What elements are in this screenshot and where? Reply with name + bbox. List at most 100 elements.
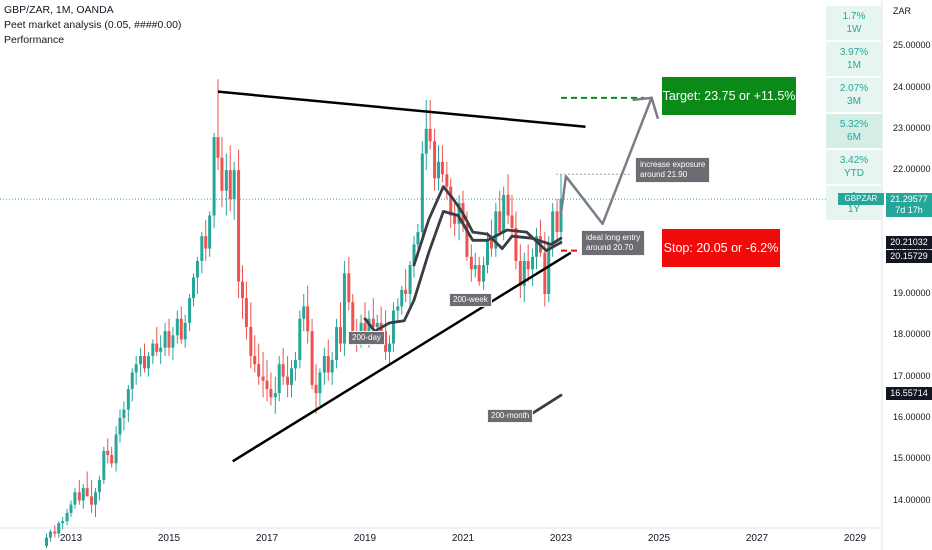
- performance-cell[interactable]: 3.97% 1M: [826, 42, 882, 76]
- long-entry-note[interactable]: ideal long entry around 20.70: [581, 230, 646, 256]
- candle-body: [163, 331, 167, 348]
- candle-body: [155, 343, 159, 352]
- price-tag: 20.15729: [886, 250, 932, 263]
- candle-body: [224, 170, 228, 191]
- time-tick-label: 2027: [745, 533, 769, 544]
- candle-body: [81, 488, 85, 501]
- candle-body: [363, 322, 367, 336]
- candle-body: [69, 504, 73, 513]
- candle-body: [440, 161, 444, 175]
- candle-body: [335, 327, 339, 361]
- time-tick-label: 2015: [157, 533, 181, 544]
- candle-body: [388, 343, 391, 352]
- candle-body: [281, 364, 285, 377]
- performance-period: 1Y: [847, 204, 861, 215]
- price-tag-countdown: 7d 17h: [895, 205, 923, 215]
- candle-body: [522, 260, 526, 286]
- ma-200-month-label: 200-month: [487, 409, 534, 423]
- candle-body: [183, 322, 187, 340]
- long-entry-line1: ideal long entry: [586, 233, 641, 242]
- candle-body: [428, 128, 432, 142]
- candle-body: [453, 215, 457, 224]
- candle-body: [175, 318, 179, 336]
- candle-body: [228, 170, 232, 200]
- performance-cell[interactable]: 5.32% 6M: [826, 114, 882, 148]
- candle-body: [498, 211, 502, 233]
- candle-body: [482, 265, 486, 282]
- candle-body: [237, 170, 241, 282]
- candle-body: [391, 310, 395, 344]
- candle-body: [94, 492, 97, 505]
- time-tick-label: 2029: [843, 533, 867, 544]
- candle-body: [265, 380, 269, 389]
- candle-body: [139, 355, 143, 365]
- candle-body: [326, 355, 330, 373]
- candle-body: [188, 298, 192, 323]
- candle-body: [216, 137, 220, 158]
- ma-200-day-label: 200-day: [348, 331, 385, 345]
- performance-value: 3.42%: [839, 155, 869, 166]
- price-tick-label: 24.00000: [893, 81, 931, 92]
- candle-body: [220, 157, 224, 191]
- stop-label[interactable]: Stop: 20.05 or -6.2%: [662, 229, 780, 267]
- candle-body: [469, 256, 473, 270]
- time-tick-label: 2013: [59, 533, 83, 544]
- performance-cell[interactable]: 2.07% 3M: [826, 78, 882, 112]
- price-tick-label: 25.00000: [893, 40, 931, 51]
- candle-body: [543, 252, 547, 294]
- candle-body: [310, 331, 314, 385]
- price-axis-currency: ZAR: [893, 6, 911, 16]
- target-label[interactable]: Target: 23.75 or +11.5%: [662, 77, 796, 115]
- performance-cell[interactable]: 3.42% YTD: [826, 150, 882, 184]
- candle-body: [269, 388, 273, 398]
- candle-body: [286, 376, 290, 385]
- increase-exposure-note[interactable]: increase exposure around 21.90: [635, 157, 711, 183]
- candle-body: [114, 434, 118, 464]
- candle-body: [167, 331, 171, 348]
- candle-body: [486, 240, 489, 266]
- candle-body: [122, 409, 126, 418]
- long-entry-line2: around 20.70: [586, 243, 634, 252]
- performance-cell[interactable]: 1.7% 1W: [826, 6, 882, 40]
- ma-200-week-label: 200-week: [449, 293, 492, 307]
- candle-body: [465, 223, 469, 257]
- candle-body: [53, 531, 57, 534]
- candle-body: [110, 455, 114, 464]
- candle-body: [212, 137, 216, 216]
- symbol-title: GBP/ZAR, 1M, OANDA: [4, 4, 114, 16]
- candle-body: [473, 265, 477, 270]
- price-tag-value: 21.29577: [890, 194, 928, 204]
- candle-body: [134, 364, 138, 373]
- candle-body: [241, 281, 244, 299]
- candle-body: [518, 260, 522, 286]
- performance-period: YTD: [844, 168, 864, 179]
- candle-body: [277, 364, 281, 394]
- candle-body: [477, 265, 481, 282]
- price-tag-value: 16.55714: [890, 388, 928, 398]
- candle-body: [404, 289, 408, 294]
- candle-body: [318, 372, 322, 394]
- time-tick-label: 2023: [549, 533, 573, 544]
- candle-body: [416, 232, 420, 245]
- price-tag-value: 20.21032: [890, 237, 928, 247]
- candle-body: [531, 256, 535, 270]
- resistance-trendline: [217, 90, 586, 128]
- candle-body: [253, 355, 257, 365]
- candle-body: [339, 327, 342, 344]
- ma-200-day-line: [363, 209, 563, 333]
- candle-body: [510, 215, 514, 228]
- candle-body: [290, 368, 293, 385]
- candle-body: [65, 512, 69, 522]
- price-tick-label: 18.00000: [893, 329, 931, 340]
- candle-body: [555, 211, 559, 233]
- candle-body: [449, 186, 453, 216]
- time-tick-label: 2019: [353, 533, 377, 544]
- candle-body: [48, 531, 52, 538]
- price-tick-label: 19.00000: [893, 288, 931, 298]
- candle-body: [526, 260, 530, 270]
- candle-body: [179, 318, 183, 340]
- performance-value: 5.32%: [839, 119, 869, 130]
- performance-period: 1W: [846, 24, 862, 35]
- candle-body: [342, 273, 346, 344]
